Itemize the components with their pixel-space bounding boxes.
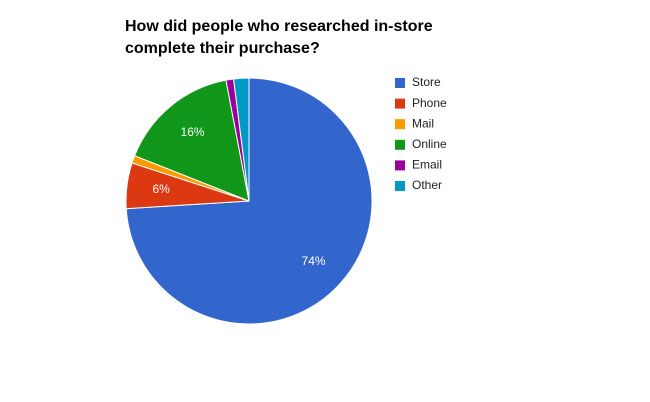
legend-label: Phone: [412, 96, 447, 110]
legend-swatch: [395, 78, 405, 88]
legend-label: Other: [412, 178, 442, 192]
legend-label: Online: [412, 137, 447, 151]
slice-label: 16%: [181, 125, 205, 139]
legend-label: Email: [412, 158, 442, 172]
legend-swatch: [395, 181, 405, 191]
slice-label: 74%: [302, 254, 326, 268]
legend-swatch: [395, 139, 405, 150]
legend-swatch: [395, 160, 405, 171]
legend-swatch: [395, 119, 405, 130]
legend-label: Mail: [412, 116, 434, 130]
pie-slice: [233, 77, 250, 202]
pie-slice: [133, 79, 250, 202]
chart-title: How did people who researched in-store c…: [125, 18, 433, 57]
legend-swatch: [395, 98, 405, 109]
legend-label: Store: [412, 75, 441, 89]
slice-label: 6%: [152, 182, 170, 196]
